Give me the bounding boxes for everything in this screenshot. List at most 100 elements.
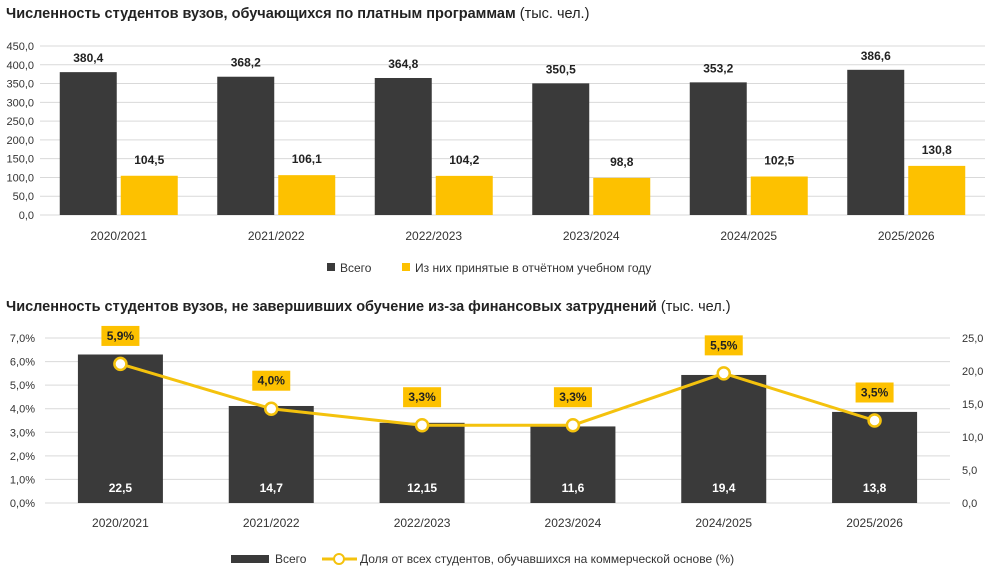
share-point [565,417,581,433]
data-label-admitted: 106,1 [292,152,322,166]
legend-label-total: Всего [275,552,307,566]
x-category-label: 2025/2026 [878,229,935,243]
x-category-label: 2022/2023 [394,516,451,530]
data-label-admitted: 104,2 [449,153,479,167]
y-right-tick-label: 5,0 [962,465,977,477]
y-left-tick-label: 7,0% [10,333,35,345]
bar-total [217,76,275,215]
x-category-label: 2021/2022 [248,229,305,243]
y-left-tick-label: 0,0% [10,498,35,510]
data-label-share: 3,3% [408,390,436,404]
data-label-total: 353,2 [703,61,733,75]
x-category-label: 2024/2025 [695,516,752,530]
data-label-total: 380,4 [73,51,103,65]
data-label-dropouts: 11,6 [562,481,585,495]
data-label-admitted: 98,8 [610,155,634,169]
share-point [414,417,430,433]
y-tick-label: 250,0 [6,116,34,128]
bar-dropouts [379,422,465,503]
bar-admitted [435,175,493,215]
data-label-dropouts: 22,5 [109,481,133,495]
legend-swatch-admitted [402,263,410,271]
data-label-total: 350,5 [546,62,576,76]
data-label-dropouts: 14,7 [260,481,284,495]
share-point [867,413,882,428]
data-label-admitted: 130,8 [922,143,952,157]
bar-total [59,72,117,215]
y-tick-label: 200,0 [6,135,34,147]
bar-admitted [593,177,651,215]
y-tick-label: 400,0 [6,60,34,72]
y-tick-label: 50,0 [13,191,34,203]
y-left-tick-label: 6,0% [10,357,35,369]
data-label-dropouts: 19,4 [712,481,736,495]
bar-admitted [750,176,808,215]
bar-total [847,69,905,216]
bar-dropouts [228,405,314,503]
share-label-box [252,370,291,391]
share-label-box [855,382,894,403]
x-category-label: 2021/2022 [243,516,300,530]
data-label-admitted: 104,5 [134,153,164,167]
data-label-share: 4,0% [258,374,286,388]
share-label-box [553,387,592,408]
y-right-tick-label: 25,0 [962,333,983,345]
bar-total [374,77,432,215]
share-label-box [403,387,442,408]
data-label-share: 3,3% [559,390,587,404]
bar-dropouts [681,374,767,503]
share-label-box [704,335,743,356]
y-tick-label: 350,0 [6,79,34,91]
legend-label-total: Всего [340,261,372,275]
y-tick-label: 150,0 [6,154,34,166]
share-point [113,356,128,372]
y-tick-label: 100,0 [6,172,34,184]
legend-swatch-total [231,555,269,563]
data-label-total: 386,6 [861,49,891,63]
bar-dropouts [77,354,163,503]
bar-total [532,83,590,216]
legend-label-admitted: Из них принятые в отчётном учебном году [415,261,651,275]
share-line [119,362,876,427]
y-left-tick-label: 2,0% [10,451,35,463]
y-tick-label: 450,0 [6,41,34,53]
data-label-dropouts: 12,15 [407,481,437,495]
bar-admitted [908,165,966,215]
legend-label-share: Доля от всех студентов, обучавшихся на к… [360,552,734,566]
y-tick-label: 0,0 [19,210,34,222]
y-left-tick-label: 3,0% [10,427,35,439]
x-category-label: 2022/2023 [405,229,462,243]
data-label-total: 364,8 [388,57,418,71]
bar-total [689,82,747,215]
data-label-dropouts: 13,8 [863,481,887,495]
y-left-tick-label: 5,0% [10,380,35,392]
data-label-total: 368,2 [231,56,261,70]
y-right-tick-label: 10,0 [962,432,983,444]
share-point [264,401,279,416]
share-point [716,366,731,381]
y-right-tick-label: 20,0 [962,366,983,378]
y-right-tick-label: 0,0 [962,498,977,510]
x-category-label: 2023/2024 [545,516,602,530]
y-right-tick-label: 15,0 [962,399,983,411]
share-label-box [101,325,140,346]
data-label-share: 3,5% [861,386,889,400]
legend-swatch-total [327,263,335,271]
bar-admitted [120,175,178,215]
x-category-label: 2020/2021 [92,516,149,530]
x-category-label: 2020/2021 [90,229,147,243]
legend-marker-share [333,553,345,565]
chart1-title: Численность студентов вузов, обучающихся… [6,6,590,22]
data-label-share: 5,9% [107,329,135,343]
data-label-share: 5,5% [710,338,738,352]
chart2-title: Численность студентов вузов, не завершив… [6,299,731,315]
y-left-tick-label: 4,0% [10,404,35,416]
x-category-label: 2023/2024 [563,229,620,243]
y-tick-label: 300,0 [6,97,34,109]
y-left-tick-label: 1,0% [10,474,35,486]
bar-admitted [278,175,336,215]
x-category-label: 2025/2026 [846,516,903,530]
data-label-admitted: 102,5 [764,154,794,168]
x-category-label: 2024/2025 [720,229,777,243]
